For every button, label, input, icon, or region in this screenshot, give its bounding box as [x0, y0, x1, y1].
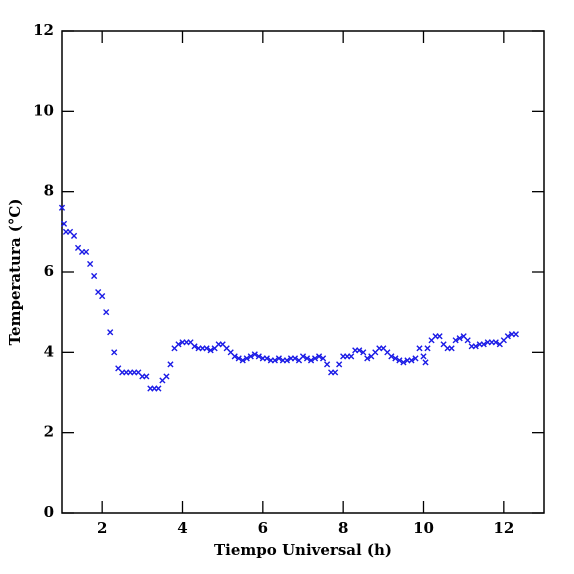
- point: [271, 357, 278, 364]
- point: [336, 361, 343, 368]
- point: [452, 337, 459, 344]
- point: [283, 357, 291, 364]
- plot-frame: [61, 30, 545, 514]
- point: [58, 204, 66, 211]
- point: [436, 333, 443, 340]
- y-axis-label: Temperatura (°C): [6, 199, 24, 346]
- point: [332, 369, 339, 376]
- point: [87, 260, 94, 268]
- point: [408, 357, 415, 364]
- point: [492, 339, 499, 346]
- point: [207, 347, 214, 354]
- point: [103, 309, 110, 316]
- point: [311, 355, 319, 362]
- y-tick-label: 8: [44, 182, 54, 200]
- point: [243, 355, 250, 362]
- point: [83, 248, 90, 256]
- x-tick-label: 2: [97, 519, 107, 537]
- point: [400, 359, 407, 366]
- point: [191, 343, 198, 350]
- x-axis-label: Tiempo Universal (h): [214, 541, 392, 559]
- point: [416, 345, 423, 352]
- point: [143, 373, 150, 380]
- point: [504, 333, 511, 340]
- y-tick-label: 10: [33, 101, 54, 119]
- point: [70, 232, 78, 239]
- point: [107, 329, 114, 336]
- point: [299, 353, 307, 360]
- point: [231, 353, 238, 360]
- y-tick-label: 4: [44, 342, 54, 360]
- point: [263, 355, 270, 362]
- x-tick-label: 6: [258, 519, 268, 537]
- point: [315, 353, 323, 360]
- point: [472, 343, 479, 350]
- point: [356, 347, 363, 354]
- point: [99, 293, 106, 300]
- point: [247, 353, 254, 360]
- point: [348, 353, 355, 360]
- point: [239, 357, 246, 364]
- x-tick-label: 4: [177, 519, 187, 537]
- y-tick-label: 2: [44, 423, 54, 441]
- x-tick-label: 10: [413, 519, 434, 537]
- point: [275, 355, 282, 362]
- point: [303, 355, 311, 362]
- point: [60, 220, 68, 227]
- point: [396, 357, 403, 364]
- point: [163, 373, 170, 380]
- point: [307, 357, 315, 364]
- point: [412, 355, 419, 362]
- point: [155, 385, 162, 392]
- y-tick-label: 12: [33, 21, 54, 39]
- point: [255, 353, 262, 360]
- point: [480, 341, 487, 348]
- y-tick-label: 6: [44, 262, 54, 280]
- point: [91, 272, 98, 280]
- x-tick-label: 12: [493, 519, 514, 537]
- point: [448, 345, 455, 352]
- point: [422, 359, 429, 366]
- point: [456, 335, 463, 342]
- point: [424, 345, 431, 352]
- point: [392, 355, 399, 362]
- point: [464, 337, 471, 344]
- point: [319, 355, 327, 362]
- point: [420, 353, 427, 360]
- x-tick-label: 8: [338, 519, 348, 537]
- point: [111, 349, 118, 356]
- point: [364, 355, 371, 362]
- point: [388, 353, 395, 360]
- point: [167, 361, 174, 368]
- point: [360, 349, 367, 356]
- y-tick-label: 0: [44, 503, 54, 521]
- point: [291, 355, 299, 362]
- point: [175, 341, 182, 348]
- point: [324, 361, 331, 368]
- point: [235, 355, 242, 362]
- point: [251, 351, 258, 358]
- point: [203, 345, 210, 352]
- point: [512, 331, 519, 338]
